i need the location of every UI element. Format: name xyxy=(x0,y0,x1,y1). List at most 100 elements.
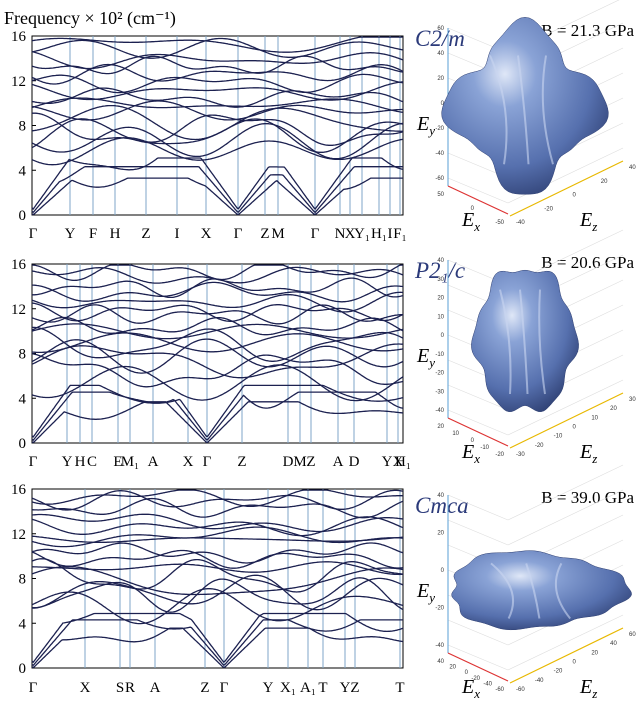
k-point-label: H₁ xyxy=(371,226,387,242)
phonon-band xyxy=(31,122,404,160)
ey-tick: 20 xyxy=(437,76,444,82)
k-point-label: N xyxy=(335,226,346,242)
ez-tick: 0 xyxy=(573,425,577,431)
ez-tick: -40 xyxy=(535,678,544,684)
y-tick-label: 16 xyxy=(11,29,27,45)
y-tick-label: 16 xyxy=(11,257,27,273)
phonon-band xyxy=(31,338,404,374)
k-point-label: M xyxy=(271,226,284,242)
ez-tick: 20 xyxy=(601,179,608,185)
ey-tick: 0 xyxy=(441,333,445,339)
ez-tick: -60 xyxy=(516,687,525,693)
y-tick-label: 8 xyxy=(19,347,27,363)
phonon-band xyxy=(31,291,404,313)
k-point-label: M₁ xyxy=(121,454,140,470)
surface-fold xyxy=(490,562,515,619)
phonon-band xyxy=(31,565,404,596)
k-point-label: X₁ xyxy=(280,680,296,696)
phonon-band xyxy=(31,391,404,442)
ey-tick: -20 xyxy=(435,126,444,132)
ey-tick: -60 xyxy=(435,176,444,182)
ey-tick: 20 xyxy=(437,531,444,537)
phonon-band xyxy=(31,542,404,564)
y-tick-label: 16 xyxy=(11,482,27,498)
phonon-band xyxy=(31,166,403,214)
k-point-label: X xyxy=(80,680,91,696)
phonon-band xyxy=(31,87,404,108)
surface-fold xyxy=(519,289,529,395)
phonon-band xyxy=(31,612,404,664)
k-point-label: T xyxy=(395,680,404,696)
ex-axis xyxy=(447,185,509,215)
k-point-label: D xyxy=(283,454,294,470)
ey-tick: 60 xyxy=(437,26,444,32)
box-grid xyxy=(447,494,509,521)
surface-fold xyxy=(541,55,554,165)
phonon-band xyxy=(32,281,404,303)
k-point-label: H xyxy=(110,226,121,242)
phonon-band xyxy=(31,489,404,508)
surface-fold xyxy=(525,563,541,619)
axis-label-base: E xyxy=(416,580,429,602)
y-tick-label: 8 xyxy=(19,572,27,588)
k-point-label: X xyxy=(183,454,194,470)
ez-tick: -40 xyxy=(516,220,525,226)
ex-tick: -20 xyxy=(495,452,504,458)
phonon-band xyxy=(32,277,404,299)
ez-tick: 20 xyxy=(591,650,598,656)
k-point-label: X xyxy=(201,226,212,242)
modulus-surface xyxy=(451,550,632,631)
phonon-band xyxy=(31,266,404,284)
axis-label: Ey xyxy=(416,113,435,138)
phonon-band xyxy=(31,304,403,325)
phonon-band xyxy=(31,526,404,548)
y-axis-label: Frequency × 10² (cm⁻¹) xyxy=(4,8,176,29)
phonon-band xyxy=(31,384,404,438)
axis-label: Ex xyxy=(461,676,480,701)
phonon-band xyxy=(31,157,404,210)
ey-tick: -40 xyxy=(435,643,444,649)
ey-tick: -40 xyxy=(435,151,444,157)
axis-label-sub: z xyxy=(591,451,597,466)
y-tick-label: 12 xyxy=(11,302,26,318)
k-point-label: Y₁ xyxy=(354,226,370,242)
space-group: P2₁/c xyxy=(414,258,465,283)
ex-tick: 10 xyxy=(452,431,459,437)
axis-label-sub: z xyxy=(591,219,597,234)
ez-tick: -10 xyxy=(554,434,563,440)
phonon-band xyxy=(31,332,404,354)
ez-tick: 0 xyxy=(573,660,577,666)
axis-label-sub: y xyxy=(427,590,435,605)
axis-label: Ez xyxy=(579,209,597,234)
phonon-band xyxy=(31,37,404,59)
axis-label-base: E xyxy=(579,676,592,698)
ez-tick: -20 xyxy=(554,669,563,675)
phonon-band xyxy=(31,81,404,101)
ez-tick: 60 xyxy=(629,632,636,638)
k-point-label: Z xyxy=(200,680,209,696)
y-tick-label: 0 xyxy=(19,436,27,452)
ez-tick: -30 xyxy=(516,452,525,458)
axis-label-base: E xyxy=(461,676,474,698)
box-grid xyxy=(447,384,509,411)
y-tick-label: 4 xyxy=(19,391,27,407)
ey-tick: 40 xyxy=(437,51,444,57)
box-grid xyxy=(507,464,624,521)
axis-label: Ez xyxy=(579,676,597,701)
phonon-band xyxy=(31,577,404,613)
ez-axis xyxy=(509,392,624,449)
ex-tick: -10 xyxy=(480,445,489,451)
box-grid xyxy=(447,519,509,546)
ex-tick: -60 xyxy=(495,687,504,693)
space-group: C2/m xyxy=(415,26,465,51)
ey-tick: 0 xyxy=(441,568,445,574)
ex-tick: 0 xyxy=(471,438,475,444)
y-tick-label: 12 xyxy=(11,527,26,543)
k-point-label: Γ xyxy=(29,226,38,242)
ex-tick: 20 xyxy=(437,424,444,430)
phonon-band xyxy=(32,574,404,611)
ey-tick: -10 xyxy=(435,352,444,358)
plot-frame xyxy=(31,263,404,444)
ez-tick: 40 xyxy=(610,641,617,647)
box-grid xyxy=(507,489,624,546)
